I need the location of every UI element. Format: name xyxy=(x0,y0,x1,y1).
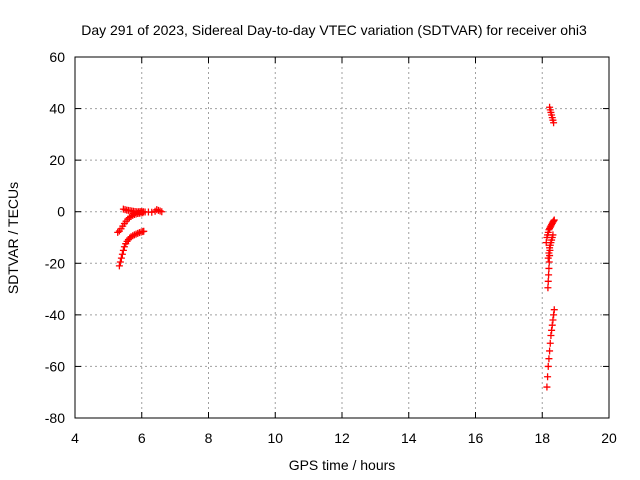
x-tick-label: 14 xyxy=(401,430,417,446)
data-point xyxy=(130,231,138,239)
data-point xyxy=(148,208,156,216)
data-point xyxy=(134,229,142,237)
data-point xyxy=(120,243,128,251)
x-tick-label: 6 xyxy=(138,430,146,446)
y-tick-label: -40 xyxy=(45,307,65,323)
y-tick-label: -80 xyxy=(45,410,65,426)
data-point xyxy=(549,231,557,239)
series-arc-g xyxy=(543,306,558,391)
y-tick-label: -60 xyxy=(45,358,65,374)
series-arc-a xyxy=(115,227,148,270)
series-arc-d xyxy=(546,103,558,127)
data-point xyxy=(545,355,553,363)
x-tick-label: 4 xyxy=(71,430,79,446)
data-point xyxy=(549,316,557,324)
y-tick-label: 40 xyxy=(49,101,65,117)
data-point xyxy=(545,271,553,279)
data-point xyxy=(117,254,125,262)
data-point xyxy=(153,206,161,214)
x-tick-label: 16 xyxy=(468,430,484,446)
axis-ticks: 4 6 8 10 12 14 16 18 20 -80 -60 -40 -20 0 20 40 60 xyxy=(45,49,617,446)
x-tick-label: 8 xyxy=(205,430,213,446)
series-arc-c xyxy=(119,205,166,216)
series-arc-e xyxy=(542,216,558,262)
x-tick-label: 10 xyxy=(267,430,283,446)
data-point xyxy=(119,246,127,254)
data-point xyxy=(546,347,554,355)
data-point xyxy=(158,208,166,216)
grid-lines xyxy=(75,57,609,418)
y-tick-label: 0 xyxy=(57,204,65,220)
data-point xyxy=(544,277,552,285)
data-point xyxy=(545,264,553,272)
data-point xyxy=(550,216,558,224)
x-tick-label: 20 xyxy=(601,430,617,446)
y-axis-title: SDTVAR / TECUs xyxy=(5,182,21,294)
data-point xyxy=(545,258,553,266)
series-arc-f xyxy=(544,246,554,292)
data-point xyxy=(544,362,552,370)
data-point xyxy=(546,246,554,254)
data-point xyxy=(548,326,556,334)
x-tick-label: 12 xyxy=(334,430,350,446)
y-tick-label: -20 xyxy=(45,255,65,271)
data-point xyxy=(544,284,552,292)
data-point xyxy=(156,207,164,215)
data-point xyxy=(547,331,555,339)
x-axis-title: GPS time / hours xyxy=(289,457,396,473)
x-tick-label: 18 xyxy=(534,430,550,446)
data-point xyxy=(116,258,124,266)
data-point xyxy=(115,262,123,270)
data-point xyxy=(550,217,558,225)
data-point xyxy=(118,250,126,258)
data-point xyxy=(544,373,552,381)
data-point xyxy=(548,321,556,329)
data-point xyxy=(550,119,558,127)
data-point xyxy=(114,228,122,236)
data-point xyxy=(129,211,137,219)
data-point xyxy=(140,227,148,235)
y-tick-label: 20 xyxy=(49,152,65,168)
data-point xyxy=(550,306,558,314)
data-point xyxy=(550,311,558,319)
data-point xyxy=(543,383,551,391)
data-point xyxy=(129,232,137,240)
data-point xyxy=(546,339,554,347)
y-tick-label: 60 xyxy=(49,49,65,65)
data-point xyxy=(132,230,140,238)
chart-title: Day 291 of 2023, Sidereal Day-to-day VTE… xyxy=(81,22,587,38)
data-points xyxy=(114,103,558,391)
